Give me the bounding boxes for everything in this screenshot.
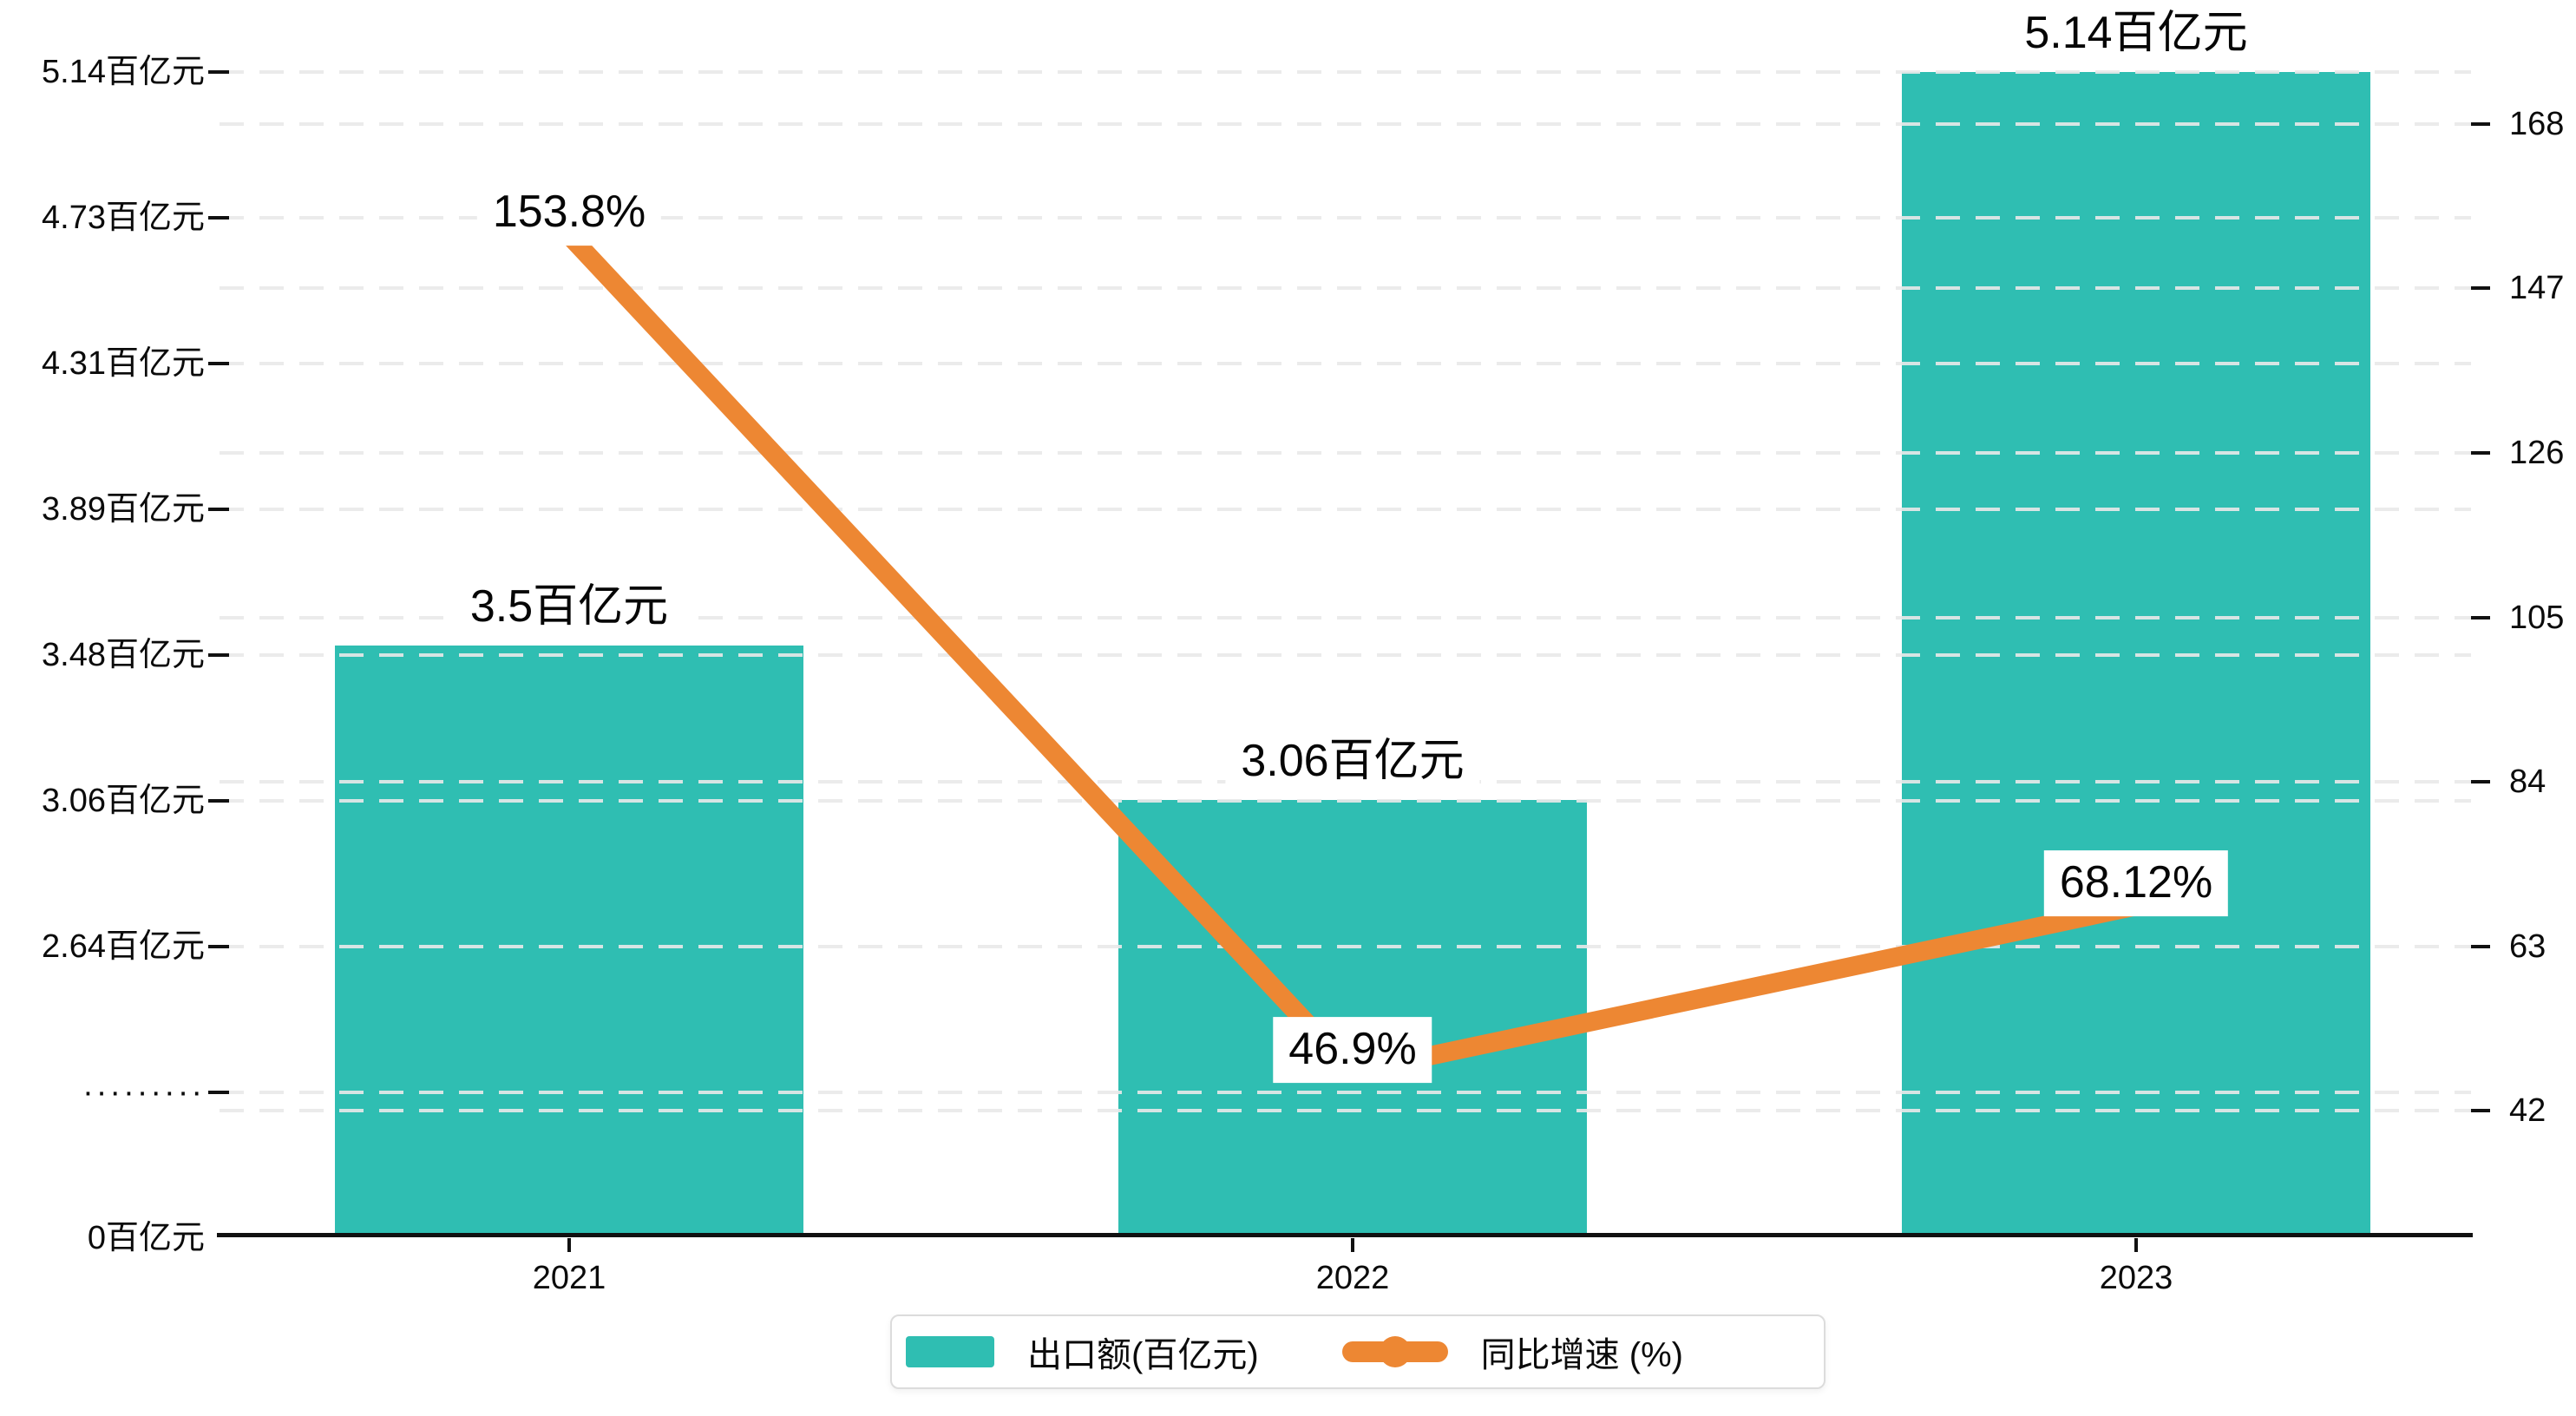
bar-value-label: 5.14百亿元 <box>2009 1 2264 67</box>
left-axis-tick-label: ········· <box>82 1074 205 1111</box>
line-with-dot-icon <box>1341 1334 1448 1369</box>
right-axis-tick-label: 42 <box>2509 1092 2547 1129</box>
right-axis-tick-mark <box>2471 944 2490 948</box>
left-axis-tick-mark <box>208 653 229 657</box>
legend: 出口额(百亿元) 同比增速 (%) <box>890 1314 1825 1389</box>
left-axis-tick-mark <box>208 799 229 803</box>
gridline <box>220 362 2471 365</box>
line-dot <box>1379 1336 1411 1367</box>
x-axis-label-2022: 2022 <box>1315 1260 1390 1296</box>
bar-value-label: 3.06百亿元 <box>1225 728 1480 795</box>
line-value-label: 68.12% <box>2043 850 2229 917</box>
left-axis-tick-label: 2.64百亿元 <box>42 928 205 965</box>
right-axis-tick-mark <box>2471 450 2490 455</box>
line-value-label: 46.9% <box>1273 1016 1432 1083</box>
left-axis-tick-mark <box>208 70 229 74</box>
right-axis-tick-mark <box>2471 121 2490 126</box>
gridline <box>220 799 2471 803</box>
growth-line[interactable] <box>561 228 2139 1082</box>
left-axis-tick-mark <box>208 362 229 365</box>
x-axis-tick-mark <box>2134 1238 2138 1252</box>
legend-item-bar[interactable]: 出口额(百亿元) <box>906 1327 1259 1377</box>
gridline <box>220 286 2471 291</box>
gridline <box>220 450 2471 455</box>
right-axis-tick-label: 105 <box>2509 599 2565 636</box>
gridline <box>220 121 2471 126</box>
x-axis-tick-mark <box>1351 1238 1354 1252</box>
legend-label: 出口额(百亿元) <box>1027 1336 1259 1374</box>
right-axis-tick-label: 126 <box>2509 434 2565 471</box>
right-axis-tick-mark <box>2471 286 2490 291</box>
right-axis-tick-label: 168 <box>2509 105 2565 142</box>
gridline <box>220 615 2471 620</box>
right-axis-tick-label: 63 <box>2509 928 2547 965</box>
gridline <box>220 653 2471 657</box>
left-axis-tick-mark <box>208 216 229 220</box>
gridline <box>220 70 2471 74</box>
right-axis-tick-mark <box>2471 1109 2490 1112</box>
left-axis-tick-label: 3.89百亿元 <box>42 491 205 528</box>
x-axis-label-2021: 2021 <box>532 1260 606 1296</box>
left-axis-tick-label: 0百亿元 <box>87 1220 205 1256</box>
left-axis-tick-label: 3.06百亿元 <box>42 783 205 819</box>
left-axis-tick-label: 4.31百亿元 <box>42 345 205 382</box>
bar-2021[interactable] <box>335 646 803 1236</box>
right-axis-tick-label: 84 <box>2509 764 2547 800</box>
gridline <box>220 508 2471 511</box>
right-axis-tick-mark <box>2471 780 2490 783</box>
left-axis-tick-label: 3.48百亿元 <box>42 637 205 673</box>
x-axis-line <box>217 1233 2473 1237</box>
gridline <box>220 1091 2471 1094</box>
left-axis-tick-mark <box>208 1091 229 1094</box>
legend-item-line[interactable]: 同比增速 (%) <box>1341 1327 1683 1377</box>
line-value-label: 153.8% <box>476 180 662 246</box>
bar-swatch-icon <box>906 1336 994 1367</box>
left-axis-tick-label: 4.73百亿元 <box>42 200 205 236</box>
x-axis-tick-mark <box>567 1238 571 1252</box>
legend-label: 同比增速 (%) <box>1480 1336 1683 1374</box>
right-axis-tick-label: 147 <box>2509 270 2565 307</box>
gridline <box>220 1109 2471 1112</box>
right-axis-tick-mark <box>2471 615 2490 620</box>
gridline <box>220 945 2471 948</box>
gridline <box>220 216 2471 220</box>
left-axis-tick-label: 5.14百亿元 <box>42 54 205 90</box>
left-axis-tick-mark <box>208 945 229 948</box>
x-axis-label-2023: 2023 <box>2099 1260 2173 1296</box>
left-axis-tick-mark <box>208 508 229 511</box>
bar-value-label: 3.5百亿元 <box>454 574 685 641</box>
